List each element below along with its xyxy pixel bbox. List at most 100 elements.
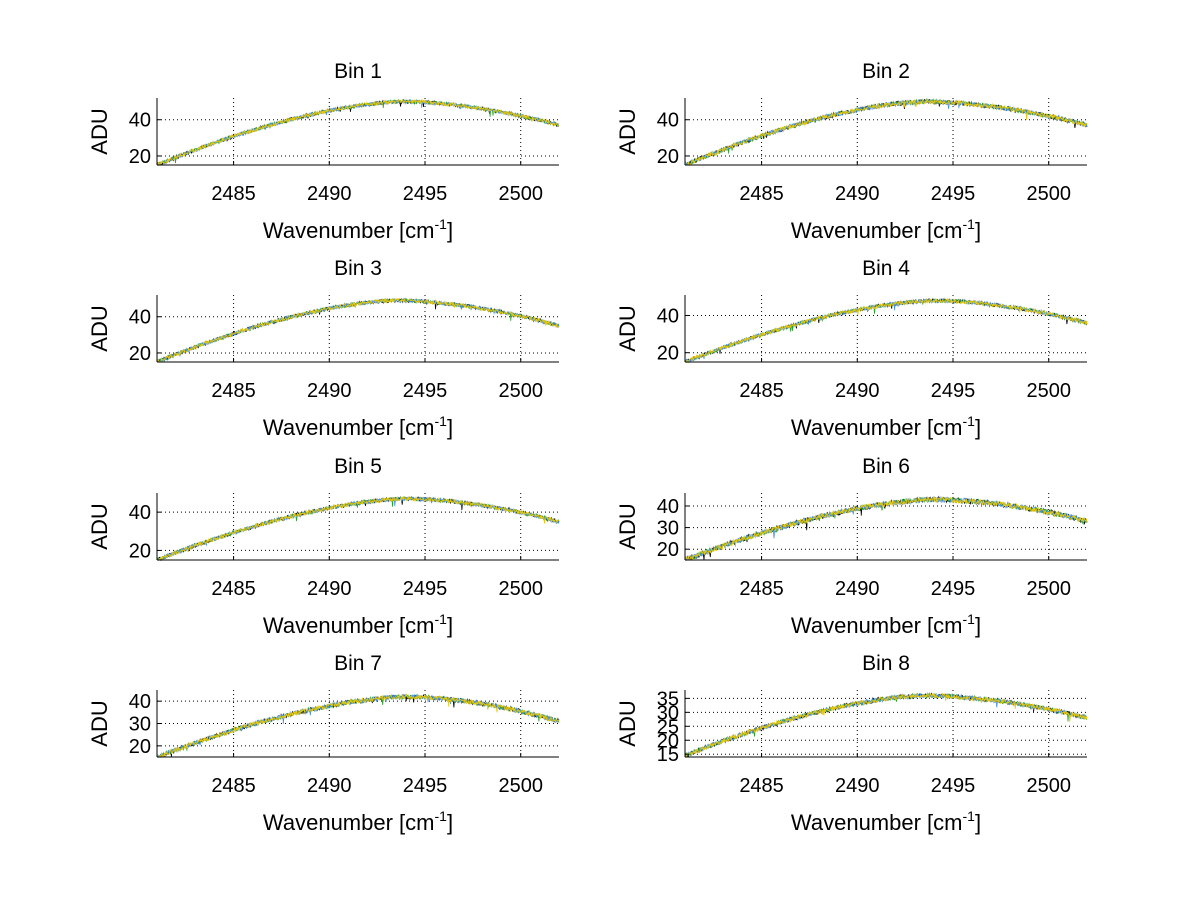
y-axis-label: ADU [615, 503, 640, 549]
x-tick-label: 2495 [931, 380, 976, 402]
x-axis-label-end: ] [447, 218, 453, 243]
series-line-4 [684, 98, 1088, 166]
subplot-title: Bin 1 [334, 60, 382, 83]
y-tick-label: 20 [657, 539, 679, 561]
series-line-4 [156, 99, 560, 166]
y-tick-label: 40 [657, 110, 679, 132]
x-tick-label: 2485 [739, 775, 784, 797]
y-axis-label: ADU [87, 108, 112, 154]
y-tick-label: 20 [129, 736, 151, 758]
x-tick-label: 2490 [835, 380, 880, 402]
x-tick-label: 2500 [498, 380, 543, 402]
x-axis-label-sup: -1 [435, 611, 448, 627]
y-tick-label: 20 [129, 343, 151, 365]
x-tick-label: 2495 [931, 775, 976, 797]
series-line-1 [684, 692, 1088, 758]
x-tick-label: 2500 [498, 775, 543, 797]
x-tick-label: 2485 [739, 183, 784, 205]
y-tick-label: 40 [129, 691, 151, 713]
x-axis-label: Wavenumber [cm-1] [263, 216, 453, 243]
x-tick-label: 2490 [307, 578, 352, 600]
y-tick-label: 40 [657, 496, 679, 518]
series-line-4 [684, 692, 1088, 758]
x-axis-label-end: ] [447, 613, 453, 638]
x-axis-label-base: Wavenumber [cm [791, 810, 963, 835]
subplot-title: Bin 8 [862, 652, 910, 675]
subplot-4: 2485 2490 2495 2500 20 40 Bin 4 Wavenumber [cm-… [615, 257, 1088, 440]
x-axis-label-end: ] [975, 415, 981, 440]
x-axis-label: Wavenumber [cm-1] [263, 808, 453, 835]
y-axis-label: ADU [87, 305, 112, 351]
x-tick-label: 2495 [403, 775, 448, 797]
x-tick-label: 2490 [835, 183, 880, 205]
subplot-2: 2485 2490 2495 2500 20 40 Bin 2 Wavenumber [cm-… [615, 60, 1088, 243]
x-tick-label: 2495 [403, 183, 448, 205]
x-tick-label: 2485 [211, 380, 256, 402]
series-line-4 [685, 297, 1088, 363]
x-tick-label: 2490 [307, 183, 352, 205]
subplot-3: 2485 2490 2495 2500 20 40 Bin 3 Wavenumber [cm-… [87, 257, 560, 440]
subplot-title: Bin 2 [862, 60, 910, 83]
y-tick-label: 25 [657, 716, 679, 738]
x-axis-label-end: ] [975, 810, 981, 835]
x-axis-label: Wavenumber [cm-1] [791, 216, 981, 243]
x-axis-label: Wavenumber [cm-1] [263, 611, 453, 638]
x-axis-label-sup: -1 [435, 808, 448, 824]
y-tick-label: 20 [657, 343, 679, 365]
series-line-3 [157, 693, 560, 759]
x-axis-label-base: Wavenumber [cm [791, 415, 963, 440]
x-tick-label: 2500 [498, 183, 543, 205]
x-tick-label: 2490 [307, 380, 352, 402]
x-axis-label-base: Wavenumber [cm [791, 613, 963, 638]
x-axis-label-end: ] [447, 415, 453, 440]
x-tick-label: 2495 [403, 380, 448, 402]
x-tick-label: 2485 [211, 775, 256, 797]
subplot-5: 2485 2490 2495 2500 20 40 Bin 5 Wavenumber [cm-… [87, 455, 560, 638]
y-axis-label: ADU [615, 305, 640, 351]
y-tick-label: 40 [129, 307, 151, 329]
x-tick-label: 2495 [931, 578, 976, 600]
x-tick-label: 2500 [1026, 578, 1071, 600]
x-tick-label: 2495 [403, 578, 448, 600]
y-axis-label: ADU [615, 700, 640, 746]
y-tick-label: 20 [129, 146, 151, 168]
x-tick-label: 2485 [211, 183, 256, 205]
series-line-2 [685, 97, 1088, 166]
x-tick-label: 2500 [1026, 380, 1071, 402]
x-tick-label: 2485 [739, 578, 784, 600]
y-tick-label: 20 [129, 540, 151, 562]
subplot-title: Bin 3 [334, 257, 382, 280]
y-tick-label: 40 [129, 502, 151, 524]
x-axis-label-end: ] [975, 613, 981, 638]
y-axis-label: ADU [615, 108, 640, 154]
subplot-title: Bin 5 [334, 455, 382, 478]
y-tick-label: 40 [657, 305, 679, 327]
series-line-4 [684, 495, 1088, 561]
series-line-2 [685, 496, 1088, 561]
x-tick-label: 2500 [1026, 775, 1071, 797]
x-axis-label-sup: -1 [963, 413, 976, 429]
series-line-1 [685, 98, 1088, 166]
subplot-title: Bin 6 [862, 455, 910, 478]
subplot-1: 2485 2490 2495 2500 20 40 Bin 1 Wavenumber [cm-… [87, 60, 560, 243]
y-tick-label: 20 [657, 146, 679, 168]
x-axis-label: Wavenumber [cm-1] [791, 611, 981, 638]
y-tick-label: 30 [129, 714, 151, 736]
series-line-4 [157, 297, 560, 363]
x-axis-label-base: Wavenumber [cm [791, 218, 963, 243]
y-tick-label: 30 [657, 702, 679, 724]
series-line-4 [156, 693, 560, 758]
subplot-title: Bin 4 [862, 257, 910, 280]
x-tick-label: 2485 [211, 578, 256, 600]
y-tick-label: 40 [129, 110, 151, 132]
x-axis-label-end: ] [975, 218, 981, 243]
x-tick-label: 2485 [739, 380, 784, 402]
series-line-1 [156, 693, 560, 758]
x-axis-label-sup: -1 [435, 413, 448, 429]
series-line-3 [684, 692, 1088, 757]
subplot-title: Bin 7 [334, 652, 382, 675]
